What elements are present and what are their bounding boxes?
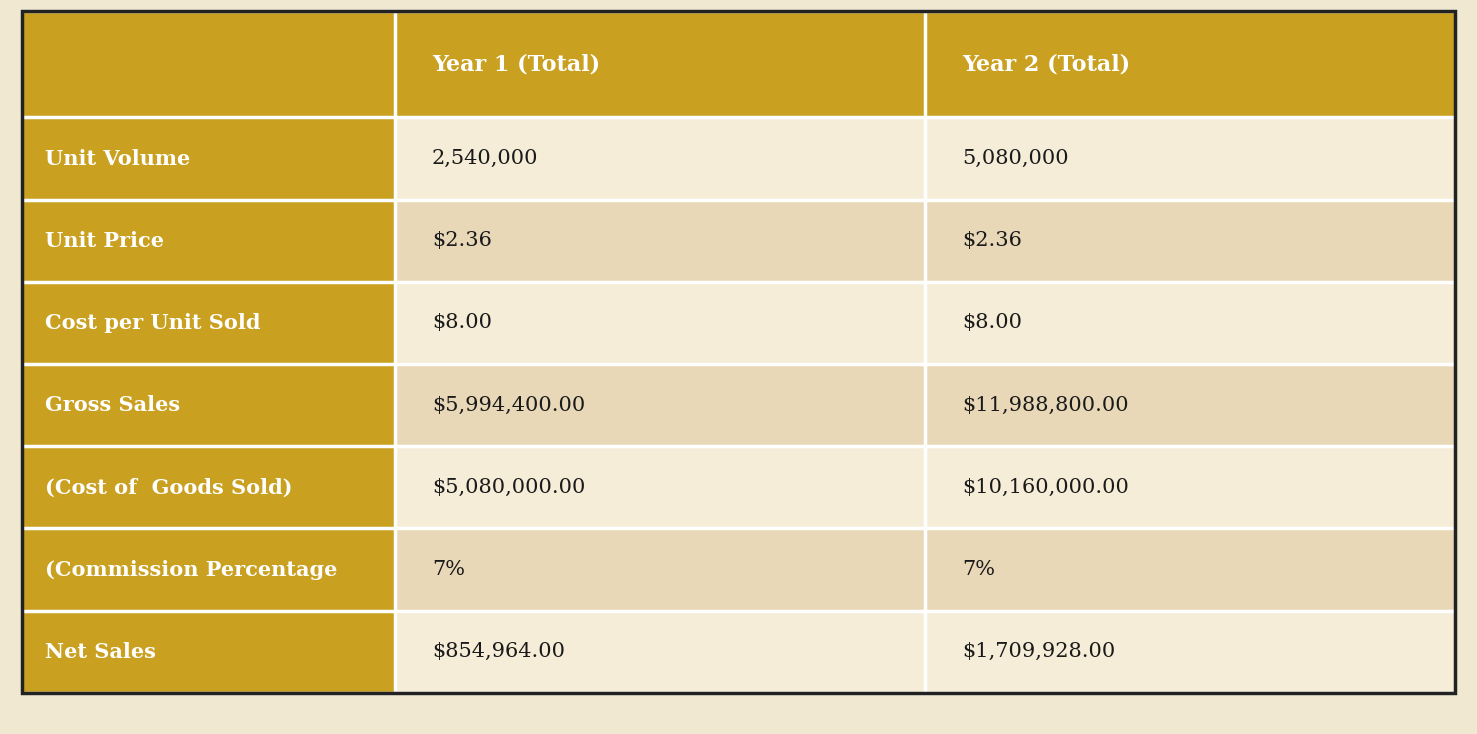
Bar <box>394 282 925 364</box>
Bar <box>22 528 394 611</box>
Text: 7%: 7% <box>431 560 465 579</box>
Bar <box>22 364 394 446</box>
Bar <box>925 611 1455 693</box>
Text: $1,709,928.00: $1,709,928.00 <box>962 642 1115 661</box>
Text: $2.36: $2.36 <box>962 231 1022 250</box>
Text: $10,160,000.00: $10,160,000.00 <box>962 478 1128 497</box>
Text: 5,080,000: 5,080,000 <box>962 149 1068 168</box>
Text: Unit Price: Unit Price <box>44 230 164 251</box>
Text: Year 2 (Total): Year 2 (Total) <box>962 54 1130 75</box>
Bar <box>22 117 394 200</box>
Text: $11,988,800.00: $11,988,800.00 <box>962 396 1128 415</box>
Text: $5,080,000.00: $5,080,000.00 <box>431 478 585 497</box>
Bar <box>925 364 1455 446</box>
Text: Cost per Unit Sold: Cost per Unit Sold <box>44 313 260 333</box>
Bar <box>394 446 925 528</box>
Bar <box>925 117 1455 200</box>
Bar <box>22 446 394 528</box>
Text: 7%: 7% <box>962 560 995 579</box>
Text: $8.00: $8.00 <box>431 313 492 333</box>
Text: Gross Sales: Gross Sales <box>44 395 180 415</box>
Text: (Cost of  Goods Sold): (Cost of Goods Sold) <box>44 477 292 498</box>
Bar <box>394 364 925 446</box>
Bar <box>394 528 925 611</box>
Text: Year 1 (Total): Year 1 (Total) <box>431 54 600 75</box>
Text: 2,540,000: 2,540,000 <box>431 149 538 168</box>
Bar <box>925 282 1455 364</box>
Bar <box>22 11 394 117</box>
Bar <box>22 200 394 282</box>
Text: Net Sales: Net Sales <box>44 642 155 662</box>
Bar <box>394 11 925 117</box>
Text: $5,994,400.00: $5,994,400.00 <box>431 396 585 415</box>
Text: Unit Volume: Unit Volume <box>44 148 189 169</box>
Bar <box>22 282 394 364</box>
Bar <box>394 200 925 282</box>
Text: $854,964.00: $854,964.00 <box>431 642 564 661</box>
Text: (Commission Percentage: (Commission Percentage <box>44 559 337 580</box>
Bar <box>394 611 925 693</box>
Text: $2.36: $2.36 <box>431 231 492 250</box>
Bar <box>925 446 1455 528</box>
Text: $8.00: $8.00 <box>962 313 1022 333</box>
Bar <box>925 11 1455 117</box>
Bar <box>394 117 925 200</box>
Bar <box>925 528 1455 611</box>
Bar <box>925 200 1455 282</box>
Bar <box>22 611 394 693</box>
